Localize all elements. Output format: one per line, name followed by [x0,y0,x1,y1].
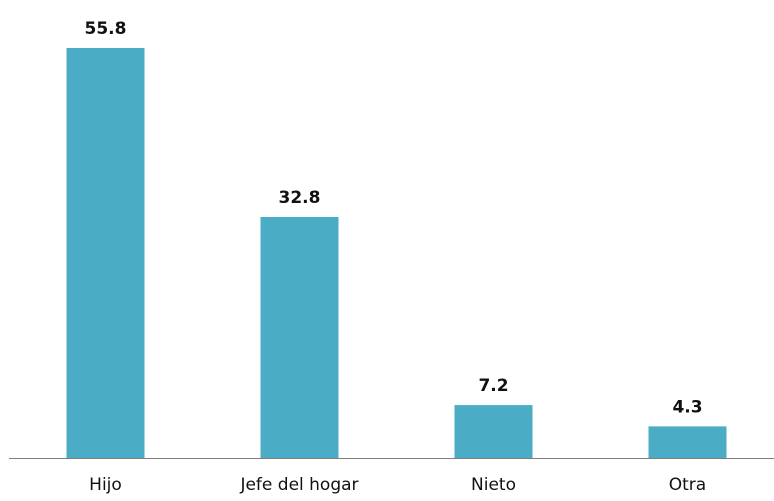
bar-2 [454,405,533,458]
category-label-1: Jefe del hogar [239,475,358,495]
data-label-1: 32.8 [279,188,321,208]
category-label-0: Hijo [89,475,122,495]
bars-layer [66,48,727,458]
category-label-2: Nieto [471,475,516,495]
bar-1 [260,217,339,458]
data-label-3: 4.3 [672,397,702,417]
data-label-0: 55.8 [85,19,127,39]
value-labels-layer: 55.8 32.8 7.2 4.3 [85,19,703,417]
bar-0 [66,48,145,458]
category-labels-layer: Hijo Jefe del hogar Nieto Otra [89,475,706,495]
bar-3 [648,426,727,458]
category-label-3: Otra [669,475,706,495]
data-label-2: 7.2 [478,376,508,396]
